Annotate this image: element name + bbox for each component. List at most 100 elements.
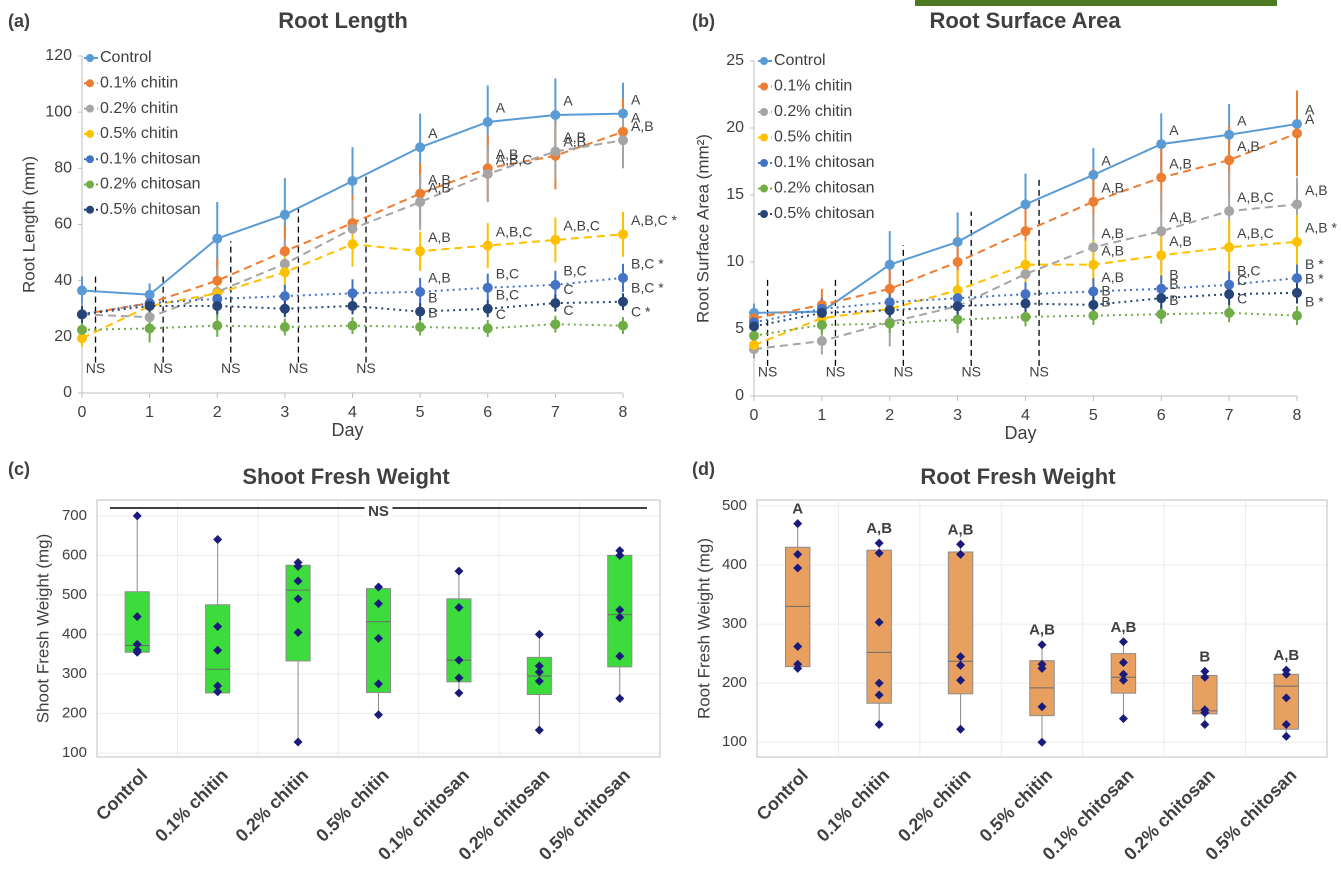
x-tick-label: 0 — [750, 407, 759, 424]
data-point — [1020, 199, 1031, 210]
y-tick-label: 300 — [722, 615, 747, 632]
significance-letter: A,B — [631, 118, 654, 134]
x-tick-label: 8 — [1293, 407, 1302, 424]
data-point — [415, 246, 426, 257]
data-point — [1224, 279, 1235, 290]
data-point — [279, 209, 290, 220]
legend-marker — [86, 155, 94, 164]
data-point — [279, 303, 290, 314]
data-point — [884, 318, 895, 329]
data-point — [1224, 242, 1235, 253]
data-point — [1037, 702, 1047, 712]
y-tick-label: 300 — [62, 665, 87, 682]
data-point — [293, 627, 303, 637]
data-point — [293, 594, 303, 604]
box — [446, 598, 472, 683]
data-point — [213, 622, 223, 632]
significance-letter: A — [428, 125, 438, 141]
data-point — [1020, 226, 1031, 237]
legend-label: 0.1% chitosan — [774, 154, 875, 171]
significance-letter: A,B — [1101, 179, 1124, 195]
x-tick-label: Control — [753, 765, 812, 824]
data-point — [1020, 298, 1031, 309]
significance-letter: A,B — [1029, 622, 1055, 639]
data-point — [534, 676, 544, 686]
data-point — [615, 693, 625, 703]
legend-marker — [86, 79, 94, 88]
data-point — [534, 725, 544, 735]
plot-frame — [96, 499, 661, 758]
data-point — [618, 135, 628, 146]
data-point — [1088, 169, 1099, 180]
data-point — [1118, 637, 1128, 647]
data-point — [534, 661, 544, 671]
y-tick-label: 400 — [722, 556, 747, 573]
data-point — [1281, 720, 1291, 730]
data-point — [884, 283, 895, 294]
data-point — [534, 667, 544, 677]
series-line — [753, 311, 1298, 337]
data-point — [415, 306, 426, 317]
data-point — [952, 293, 963, 304]
ns-label: NS — [826, 363, 845, 379]
panel-label: (c) — [8, 459, 30, 479]
data-point — [550, 146, 561, 157]
data-point — [1292, 118, 1302, 129]
significance-letter: A,B — [1305, 182, 1328, 198]
significance-letter: A,B — [1101, 242, 1124, 258]
significance-letter: A — [1305, 102, 1315, 118]
data-point — [1037, 663, 1047, 673]
series-line — [753, 277, 1298, 324]
box — [607, 554, 633, 668]
x-tick-label: 7 — [1225, 407, 1234, 424]
legend-marker — [86, 180, 94, 189]
y-tick-label: 200 — [62, 704, 87, 721]
significance-letter: B — [1169, 292, 1178, 308]
x-tick-label: 6 — [1157, 407, 1166, 424]
data-point — [1281, 731, 1291, 741]
legend-label: 0.5% chitosan — [774, 205, 875, 222]
data-point — [1020, 259, 1031, 270]
data-point — [749, 340, 759, 351]
data-point — [1224, 307, 1235, 318]
ns-label: NS — [86, 360, 105, 376]
significance-letter: A — [1237, 112, 1247, 128]
significance-letter: A — [496, 100, 506, 116]
data-point — [144, 300, 155, 311]
data-point — [279, 246, 290, 257]
data-point — [615, 546, 625, 556]
x-tick-label: 5 — [416, 404, 425, 421]
legend-marker — [760, 108, 768, 116]
data-point — [213, 535, 223, 545]
data-point — [1088, 242, 1099, 253]
data-point — [1118, 714, 1128, 724]
data-point — [884, 305, 895, 316]
data-point — [1118, 675, 1128, 685]
significance-letter: A,B — [428, 229, 451, 245]
significance-letter: B — [1169, 276, 1178, 292]
data-point — [482, 282, 493, 293]
y-tick-label: 100 — [62, 744, 87, 761]
data-point — [956, 549, 966, 559]
legend-marker — [760, 82, 768, 91]
significance-letter: B * — [1305, 293, 1324, 309]
data-point — [293, 561, 303, 571]
y-tick-label: 500 — [62, 586, 87, 603]
data-point — [874, 720, 884, 730]
significance-letter: A,B,C — [563, 218, 600, 234]
data-point — [482, 116, 493, 127]
y-tick-label: 0 — [735, 387, 744, 404]
data-point — [952, 236, 963, 247]
y-tick-label: 0 — [63, 384, 72, 401]
data-point — [1088, 286, 1099, 297]
significance-letter: B * — [1305, 271, 1324, 287]
legend-label: 0.1% chitin — [774, 78, 852, 95]
ns-label: NS — [356, 360, 375, 376]
data-point — [482, 168, 493, 179]
y-tick-label: 25 — [726, 52, 744, 69]
data-point — [1224, 289, 1235, 300]
data-point — [952, 314, 963, 325]
y-tick-label: 100 — [722, 733, 747, 750]
